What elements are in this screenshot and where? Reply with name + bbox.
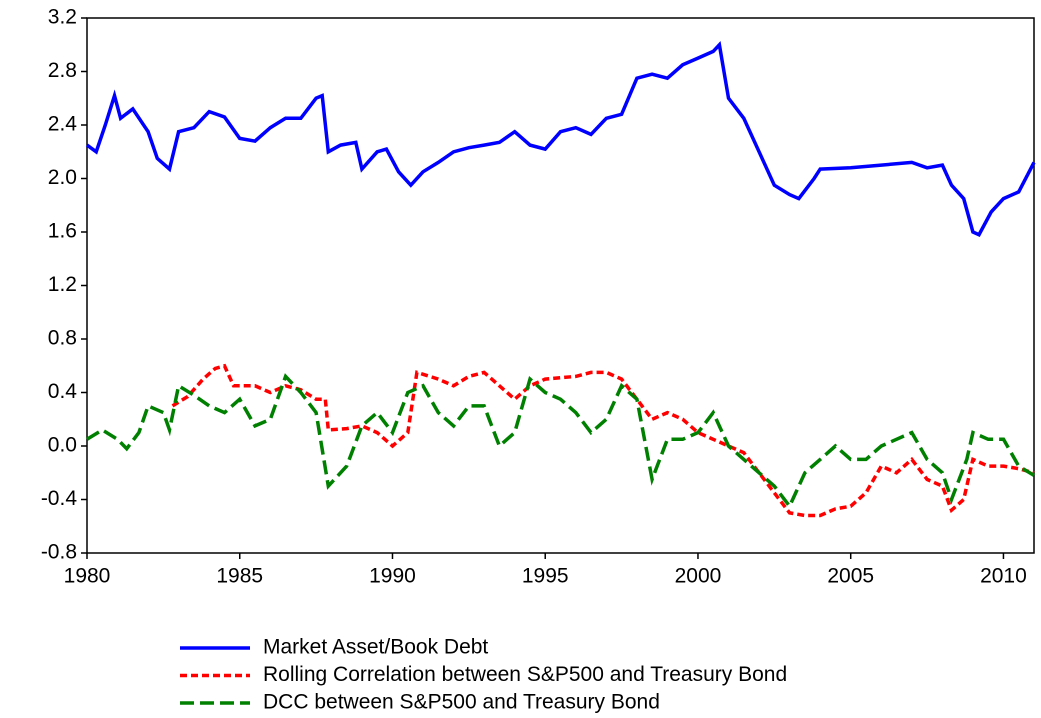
y-tick-label: 1.2	[48, 273, 77, 296]
y-tick-label: 0.8	[48, 327, 77, 350]
y-tick-label: 3.2	[48, 6, 77, 29]
x-tick-label: 2000	[675, 565, 722, 588]
y-tick-label: 0.0	[48, 434, 77, 457]
y-tick-label: 0.4	[48, 380, 78, 403]
plot-frame	[86, 17, 1035, 554]
series-line	[85, 41, 1036, 237]
y-tick-label: -0.8	[41, 541, 77, 564]
x-tick-label: 1985	[216, 565, 263, 588]
x-tick-label: 1980	[64, 565, 111, 588]
y-tick-label: -0.4	[41, 487, 78, 510]
x-tick-label: 2010	[980, 565, 1027, 588]
legend-label: Rolling Correlation between S&P500 and T…	[263, 663, 787, 686]
x-tick-label: 1990	[369, 565, 416, 588]
y-tick-label: 2.8	[48, 59, 77, 82]
x-tick-label: 1995	[522, 565, 569, 588]
x-tick-label: 2005	[827, 565, 874, 588]
y-tick-label: 1.6	[48, 220, 77, 243]
legend-label: DCC between S&P500 and Treasury Bond	[263, 691, 660, 714]
legend-label: Market Asset/Book Debt	[263, 636, 488, 659]
y-tick-label: 2.4	[48, 113, 78, 136]
series-line	[171, 363, 1035, 518]
series-line	[86, 373, 1035, 510]
y-tick-label: 2.0	[48, 166, 77, 189]
